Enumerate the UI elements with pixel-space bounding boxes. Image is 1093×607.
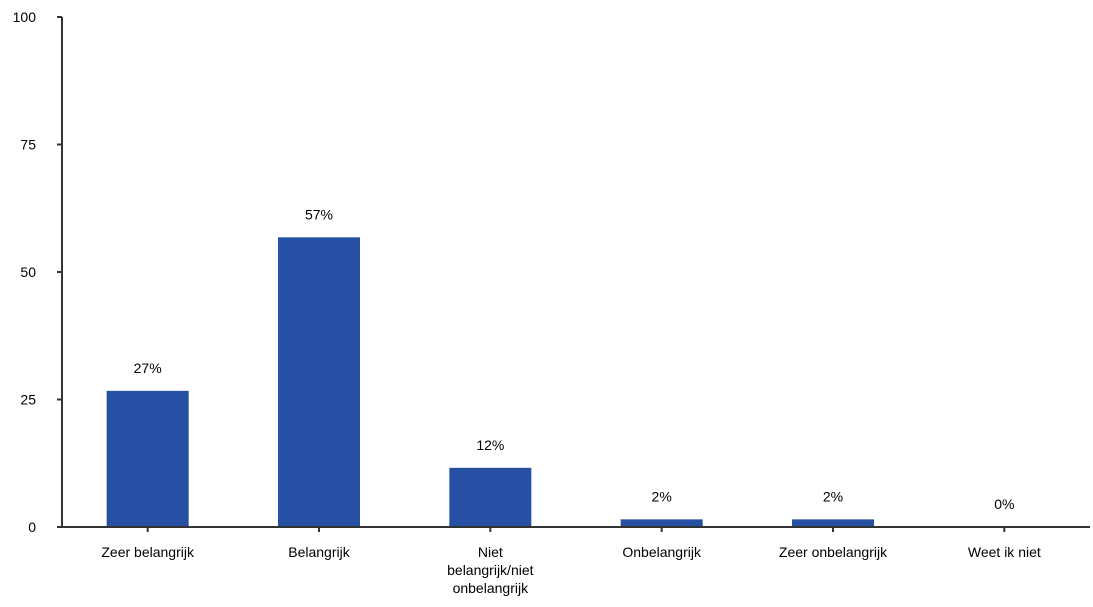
x-tick-label-line: Niet (478, 544, 503, 560)
bar (106, 390, 189, 527)
y-tick-label: 0 (28, 519, 36, 535)
data-label: 57% (305, 206, 333, 222)
x-tick-label: Niet belangrijk/niet onbelangrijk (447, 544, 533, 596)
x-tick-label: Belangrijk (288, 544, 350, 560)
bar (792, 519, 874, 527)
bars: 27% 57% 12% 2% 2% 0% (106, 206, 1014, 527)
x-tick-label: Zeer onbelangrijk (779, 544, 888, 560)
x-tick-label-line: Weet ik niet (968, 544, 1041, 560)
bar (278, 237, 360, 527)
x-axis: Zeer belangrijk Belangrijk Niet belangrijk/… (62, 526, 1090, 596)
x-tick-label-line: Belangrijk (288, 544, 350, 560)
y-tick-label: 75 (20, 137, 36, 153)
data-label: 2% (652, 488, 672, 504)
x-tick-label: Onbelangrijk (622, 544, 702, 560)
data-label: 12% (476, 437, 504, 453)
x-tick-label: Zeer belangrijk (101, 544, 195, 560)
x-tick-label-line: Zeer onbelangrijk (779, 544, 888, 560)
bar (449, 467, 532, 527)
y-axis: 0 25 50 75 100 (13, 9, 63, 535)
data-label: 0% (994, 496, 1014, 512)
bar (620, 519, 703, 527)
x-tick-label-line: Onbelangrijk (622, 544, 702, 560)
x-tick-label: Weet ik niet (968, 544, 1041, 560)
y-tick-label: 25 (20, 392, 36, 408)
data-label: 2% (823, 488, 843, 504)
x-tick-label-line: Zeer belangrijk (101, 544, 195, 560)
y-tick-label: 50 (20, 264, 36, 280)
x-tick-label-line: onbelangrijk (453, 580, 529, 596)
data-label: 27% (134, 360, 162, 376)
y-tick-label: 100 (13, 9, 37, 25)
x-tick-label-line: belangrijk/niet (447, 562, 533, 578)
